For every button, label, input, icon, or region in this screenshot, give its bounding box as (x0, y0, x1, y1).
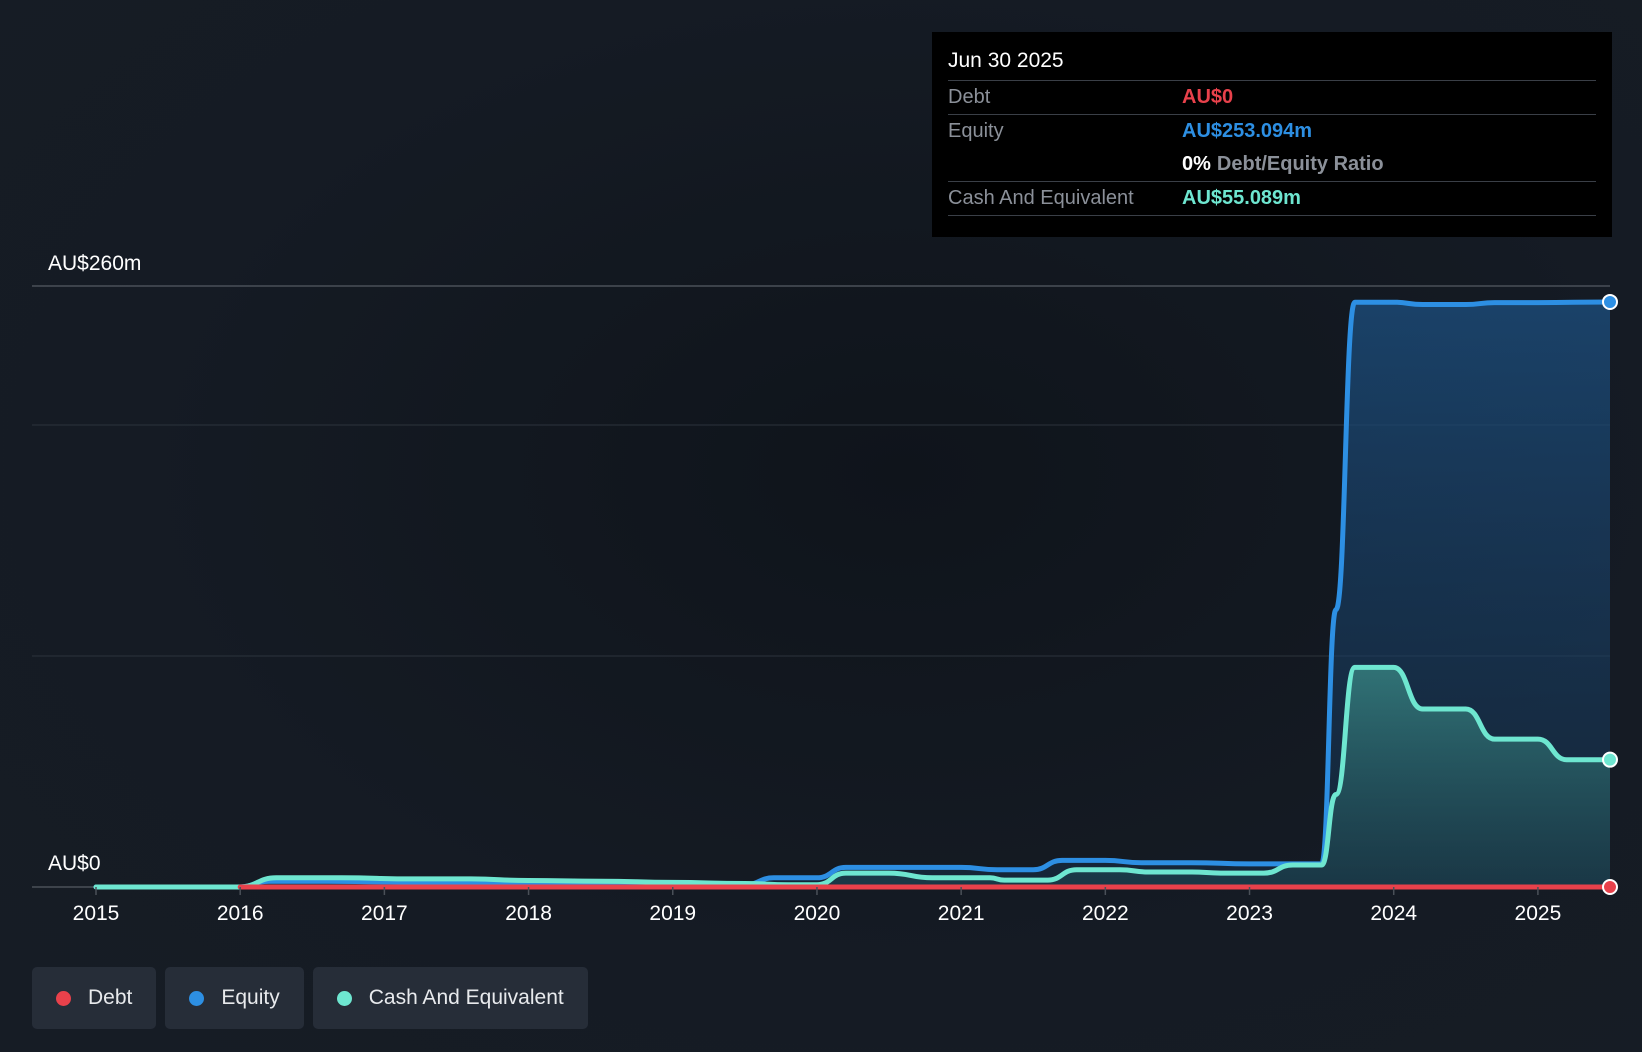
x-tick-label: 2022 (1082, 902, 1129, 925)
series-end-markers (1602, 293, 1618, 895)
debt-end-marker (1602, 879, 1618, 895)
x-tick-label: 2015 (73, 902, 120, 925)
y-axis-top-label: AU$260m (48, 252, 141, 275)
tooltip-equity-value: AU$253.094m (1182, 120, 1313, 142)
x-tick-label: 2024 (1370, 902, 1417, 925)
tooltip-debt-value: AU$0 (1182, 86, 1234, 108)
tooltip-equity-label: Equity (948, 120, 1004, 142)
equity-end-marker (1602, 293, 1618, 310)
tooltip-date: Jun 30 2025 (948, 46, 1596, 81)
debt-dot-icon (56, 990, 71, 1006)
legend-label-debt: Debt (88, 986, 133, 1009)
x-tick-label: 2021 (938, 902, 985, 925)
x-tick-label: 2019 (649, 902, 696, 925)
legend-item-equity[interactable]: Equity (165, 967, 304, 1029)
tooltip-cash-row: Cash And Equivalent AU$55.089m (948, 182, 1596, 216)
equity-line (93, 299, 1613, 890)
x-axis-ticks: 2015 2016 2017 2018 2019 2020 2021 2022 2023 2024… (73, 887, 1562, 925)
cash-and-equivalent-line (93, 664, 1613, 890)
x-tick-label: 2016 (217, 902, 264, 925)
legend-item-cash[interactable]: Cash And Equivalent (312, 967, 588, 1029)
equity-dot-icon (189, 990, 205, 1006)
legend-label-cash: Cash And Equivalent (368, 986, 564, 1009)
tooltip-ratio-label: Debt/Equity Ratio (1216, 153, 1384, 175)
legend-item-debt[interactable]: Debt (32, 967, 157, 1029)
hover-tooltip: Jun 30 2025 Debt AU$0 Equity AU$253.094m… (932, 32, 1612, 237)
cash-and-equivalent-end-marker (1602, 751, 1618, 768)
cash-dot-icon (336, 990, 352, 1006)
x-tick-label: 2020 (794, 902, 841, 925)
tooltip-debt-label: Debt (948, 86, 991, 108)
tooltip-cash-label: Cash And Equivalent (948, 187, 1134, 209)
x-tick-label: 2017 (361, 902, 408, 925)
series-lines (93, 299, 1613, 890)
chart-legend: Debt Equity Cash And Equivalent (32, 967, 588, 1029)
x-tick-label: 2025 (1515, 902, 1562, 925)
tooltip-ratio-value: 0% (1182, 153, 1211, 175)
series-areas (96, 302, 1610, 887)
tooltip-equity-row: Equity AU$253.094m (948, 115, 1596, 148)
tooltip-ratio-row: 0% Debt/Equity Ratio (948, 148, 1596, 182)
legend-label-equity: Equity (221, 986, 280, 1009)
tooltip-cash-value: AU$55.089m (1182, 187, 1301, 209)
x-tick-label: 2018 (505, 902, 552, 925)
cash-and-equivalent-area (96, 667, 1610, 887)
tooltip-debt-row: Debt AU$0 (948, 81, 1596, 115)
x-tick-label: 2023 (1226, 902, 1273, 925)
y-axis-bottom-label: AU$0 (48, 852, 101, 875)
